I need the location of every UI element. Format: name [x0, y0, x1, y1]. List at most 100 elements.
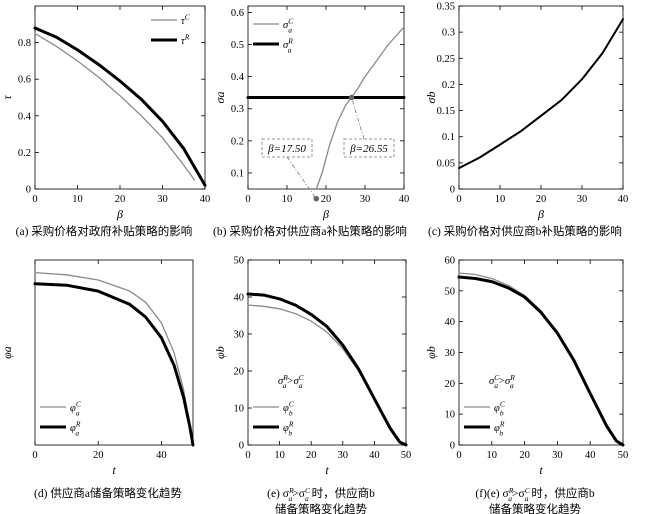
y-axis-label: φb: [424, 346, 438, 359]
axes-box: [34, 5, 206, 190]
x-tick-label: 30: [577, 194, 588, 205]
x-tick-label: 20: [321, 194, 332, 205]
panel-caption-line-1: (e) σR a>σC a 时，供应商b: [267, 486, 375, 503]
y-tick-label: 20: [445, 379, 456, 390]
axes-box: [458, 5, 624, 190]
x-tick-label: 20: [115, 194, 126, 205]
legend-entry-σaC: σC a: [283, 17, 294, 35]
y-tick-label: 0.3: [231, 104, 244, 115]
series-line-φbR: [246, 292, 408, 447]
axes-box: [458, 259, 624, 446]
y-tick-label: 0.2: [231, 136, 244, 147]
y-tick-label: 0.35: [437, 2, 455, 13]
y-tick-label: 0.1: [231, 168, 244, 179]
legend-entry-φbC: φC b: [494, 400, 506, 418]
x-axis-label: t: [539, 463, 543, 477]
legend-entry-τR: τR: [181, 33, 190, 47]
y-axis-label: σa: [213, 92, 227, 104]
y-tick-label: 0.8: [18, 38, 31, 49]
chart-b: 0 10 20 30 40 0.1 0.2 0.3 0.4 0.5 0.6 β σa σC a σR a β=17…: [213, 5, 410, 238]
chart-a: 0 10 20 30 40 0 0.2 0.4 0.6 0.8 β τ τC τR (a) 采购价格对政府补…: [0, 5, 211, 238]
axes-box: [34, 259, 194, 446]
x-tick-label: 10: [274, 450, 285, 461]
y-tick-label: 0.25: [437, 54, 455, 65]
annotation-2: β=26.55: [343, 94, 395, 158]
legend: φC a φR a: [40, 400, 82, 437]
y-tick-label: 10: [234, 404, 245, 415]
series-line-σaC: [315, 26, 405, 190]
legend: φC b φR b: [253, 400, 295, 437]
y-tick-label: 40: [234, 293, 245, 304]
y-tick-label: 0.05: [437, 158, 455, 169]
x-tick-label: 0: [456, 450, 461, 461]
x-tick-label: 0: [456, 194, 461, 205]
x-tick-label: 20: [536, 194, 547, 205]
y-tick-label: 20: [234, 367, 245, 378]
x-tick-label: 0: [245, 450, 250, 461]
legend-entry-τC: τC: [181, 13, 191, 27]
x-tick-label: 40: [156, 450, 167, 461]
x-tick-label: 0: [245, 194, 250, 205]
annotation-leader: [286, 156, 317, 199]
y-axis-label: φb: [213, 346, 227, 359]
panel-caption-line-1: (f)(e) σR a>σC a 时，供应商b: [475, 486, 594, 503]
axes-box: [247, 259, 407, 446]
annotation-leader: [351, 97, 365, 140]
x-tick-label: 40: [399, 194, 410, 205]
y-tick-label: 30: [445, 348, 456, 359]
panel-caption: (a) 采购价格对政府补贴策略的影响: [16, 224, 193, 238]
x-tick-label: 30: [157, 194, 168, 205]
y-axis-label: σb: [424, 92, 438, 104]
x-tick-label: 30: [552, 450, 563, 461]
x-tick-label: 10: [282, 194, 293, 205]
x-axis-label: β: [322, 207, 329, 221]
series-line-τR: [33, 26, 207, 187]
x-tick-label: 20: [306, 450, 317, 461]
x-tick-label: 10: [487, 450, 498, 461]
x-tick-label: 40: [200, 194, 211, 205]
x-tick-label: 50: [401, 450, 412, 461]
y-tick-label: 0.15: [437, 106, 455, 117]
x-tick-label: 20: [519, 450, 530, 461]
y-tick-label: 40: [445, 317, 456, 328]
legend-entry-σaR: σR a: [283, 37, 293, 55]
x-tick-label: 20: [93, 450, 104, 461]
series-line-φbC: [458, 272, 624, 446]
chart-d: 0 20 40 t φa φC a φR a (d) 供应商a储备策略变化趋势: [0, 259, 195, 500]
legend: φC b φR b: [464, 400, 506, 437]
y-tick-label: 0.3: [442, 28, 455, 39]
y-tick-label: 30: [234, 330, 245, 341]
annotation-1: β=17.50: [261, 138, 320, 202]
y-tick-label: 0.4: [18, 111, 32, 122]
y-tick-label: 60: [445, 256, 456, 267]
condition-label: σC a>σR a: [489, 373, 515, 390]
chart-f: 0 10 20 30 40 50 0 10 20 30 40 50 60 t φb φC b φR b σC a>σR a…: [424, 256, 628, 514]
x-tick-label: 0: [32, 194, 37, 205]
y-axis-label: τ: [0, 95, 14, 100]
y-tick-label: 0: [450, 185, 455, 196]
chart-e: 0 10 20 30 40 50 0 10 20 30 40 50 t φb φC b φR b σR a>σC a (e…: [213, 256, 411, 514]
panel-caption: (d) 供应商a储备策略变化趋势: [34, 486, 182, 500]
chart-c: 0 10 20 30 40 0 0.05 0.1 0.15 0.2 0.25 0.3 0.35 β σb (c…: [424, 2, 628, 239]
y-tick-label: 0.5: [231, 40, 244, 51]
x-axis-label: β: [537, 207, 544, 221]
y-tick-label: 0.2: [18, 148, 31, 159]
series-line-φbR: [457, 275, 625, 447]
x-tick-label: 10: [72, 194, 83, 205]
annotation-text: β=26.55: [349, 143, 388, 155]
panel-caption-line-2: 储备策略变化趋势: [275, 502, 367, 514]
panel-caption: (b) 采购价格对供应商a补贴策略的影响: [213, 224, 407, 238]
y-tick-label: 50: [234, 256, 245, 267]
annotation-point: [313, 195, 320, 202]
y-tick-label: 0.6: [231, 8, 244, 19]
x-axis-label: β: [116, 207, 123, 221]
x-tick-label: 50: [618, 450, 629, 461]
x-tick-label: 10: [495, 194, 506, 205]
y-tick-label: 0: [26, 185, 31, 196]
x-axis-label: t: [325, 463, 329, 477]
panel-caption-line-2: 储备策略变化趋势: [489, 502, 581, 514]
x-tick-label: 30: [360, 194, 371, 205]
annotation-text: β=17.50: [267, 143, 306, 155]
annotation-box: [343, 138, 395, 158]
